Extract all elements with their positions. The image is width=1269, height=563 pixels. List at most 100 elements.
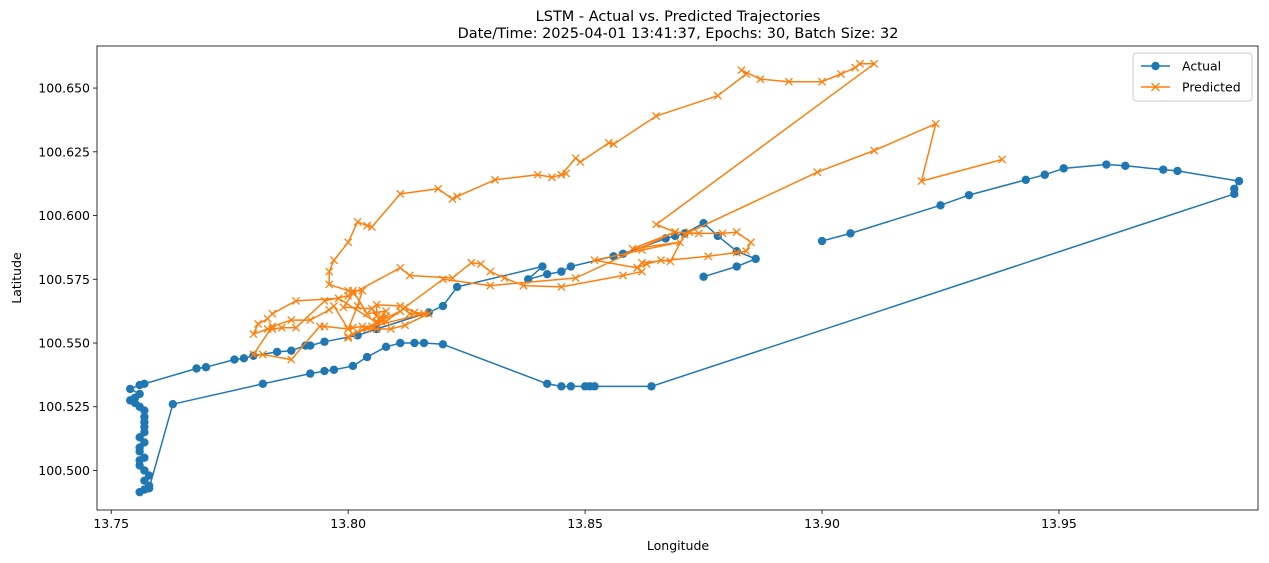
data-point [1173, 166, 1182, 176]
data-point [936, 201, 945, 210]
data-point [732, 262, 741, 271]
data-point [363, 221, 372, 230]
data-point [320, 296, 329, 306]
y-tick-label: 100.525 [38, 399, 90, 414]
data-point [742, 247, 751, 256]
data-point [452, 282, 462, 292]
data-point [1102, 160, 1111, 169]
data-point [405, 309, 414, 318]
data-point [329, 256, 338, 265]
data-point [756, 75, 765, 84]
x-tick-label: 13.85 [567, 516, 603, 531]
data-point [685, 228, 694, 237]
data-point [348, 361, 358, 371]
data-point [438, 340, 448, 349]
data-point [377, 313, 386, 322]
data-point [344, 238, 353, 247]
data-point [192, 364, 201, 373]
y-tick-label: 100.650 [38, 81, 90, 96]
data-point [652, 112, 661, 121]
data-point [1234, 176, 1244, 186]
data-point [467, 258, 476, 267]
data-point [576, 157, 585, 167]
data-point [329, 365, 339, 374]
data-point [358, 286, 367, 295]
data-point [144, 484, 154, 493]
data-point [718, 229, 727, 238]
data-point [680, 230, 689, 239]
data-point [306, 316, 315, 325]
data-point [363, 309, 372, 318]
data-point [870, 59, 879, 68]
data-point [964, 190, 974, 200]
data-point [547, 173, 556, 182]
data-point [500, 273, 509, 283]
y-axis: 100.500 100.525 100.550 100.575 100.600 100.6… [38, 81, 97, 478]
data-point [519, 281, 528, 290]
data-point [737, 66, 746, 75]
chart-subtitle: Date/Time: 2025-04-01 13:41:37, Epochs: … [458, 26, 899, 42]
data-point [438, 275, 447, 284]
data-point [566, 262, 576, 271]
data-point [557, 170, 566, 179]
data-point [301, 341, 310, 350]
data-point [652, 220, 661, 229]
data-point [870, 146, 879, 155]
data-point [813, 168, 822, 177]
data-point [396, 189, 405, 198]
data-point [542, 379, 552, 389]
data-point [306, 369, 315, 378]
data-point [562, 169, 571, 178]
data-point [836, 69, 846, 79]
data-point [647, 382, 656, 391]
data-point [448, 194, 457, 204]
data-point [1021, 175, 1030, 185]
data-point [1059, 164, 1068, 173]
data-point [1159, 165, 1168, 174]
data-point [400, 321, 410, 330]
data-point [699, 218, 708, 228]
data-point [254, 319, 263, 328]
data-point [453, 192, 462, 201]
data-point [438, 301, 448, 311]
data-point [557, 267, 566, 276]
x-tick-label: 13.95 [1041, 516, 1077, 531]
data-point [372, 324, 381, 334]
data-point [344, 332, 353, 341]
data-point [381, 342, 391, 352]
data-point [140, 406, 149, 415]
data-point [268, 322, 277, 331]
chart-title: LSTM - Actual vs. Predicted Trajectories [536, 9, 821, 25]
y-tick-label: 100.625 [38, 144, 90, 159]
legend-predicted-label: Predicted [1182, 80, 1241, 95]
data-point [675, 238, 684, 247]
data-point [1230, 184, 1239, 193]
data-point [713, 91, 722, 100]
data-point [358, 322, 367, 331]
data-point [348, 289, 357, 298]
x-axis-label: Longitude [647, 538, 709, 553]
data-point [746, 238, 756, 247]
data-point [315, 322, 324, 331]
data-point [917, 177, 926, 186]
data-point [339, 303, 348, 312]
data-point [125, 384, 135, 394]
data-point [538, 262, 547, 271]
data-point [434, 184, 443, 193]
data-point [571, 273, 580, 283]
data-point [642, 259, 651, 269]
data-point [334, 294, 343, 303]
data-point [372, 300, 381, 309]
x-axis: 13.75 13.80 13.85 13.90 13.95 [93, 510, 1077, 531]
y-tick-label: 100.550 [38, 336, 90, 351]
data-point [666, 257, 675, 266]
data-point [377, 317, 386, 326]
data-point [448, 273, 457, 283]
data-point [135, 487, 144, 497]
data-point [557, 382, 566, 391]
data-point [363, 324, 372, 334]
legend-actual-marker [1151, 61, 1160, 71]
data-point [396, 338, 405, 348]
data-point [732, 248, 741, 257]
